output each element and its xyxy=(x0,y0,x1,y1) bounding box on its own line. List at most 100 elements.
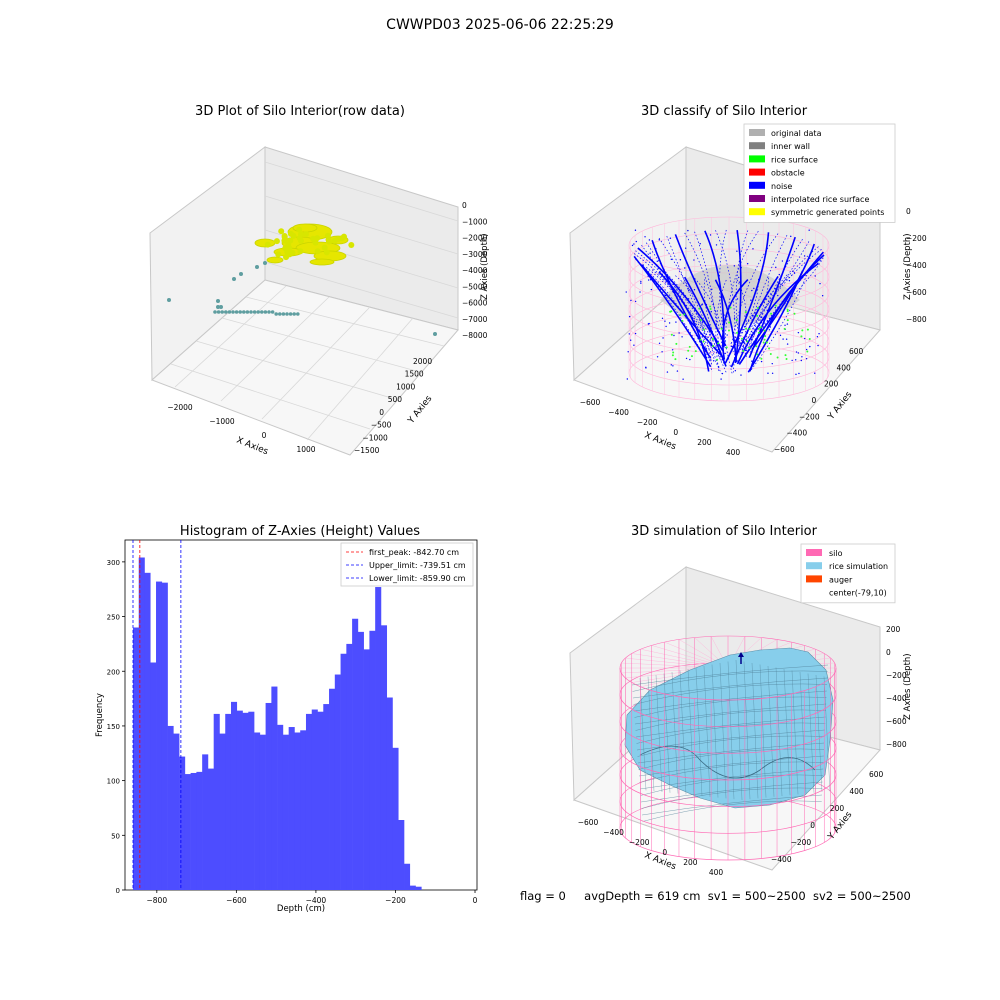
noise-point xyxy=(628,333,631,335)
noise-point xyxy=(751,314,753,317)
rice-surface-point xyxy=(763,338,766,341)
noise-point xyxy=(640,282,642,284)
noise-point xyxy=(675,321,677,323)
z-tick-label: −600 xyxy=(906,288,927,297)
z-tick-label: −6000 xyxy=(462,299,488,308)
histogram-bar xyxy=(392,747,399,890)
noise-point xyxy=(630,299,632,302)
rice-surface-point xyxy=(785,357,788,360)
legend-swatch xyxy=(749,208,765,216)
x-tick-label: 200 xyxy=(683,858,698,867)
data-point xyxy=(216,310,221,314)
z-tick-label: −400 xyxy=(906,261,927,270)
rice-surface-point xyxy=(702,340,705,343)
mesh-line xyxy=(641,787,823,809)
legend-label: original data xyxy=(771,129,822,138)
data-point xyxy=(267,310,271,314)
legend-label: symmetric generated points xyxy=(771,208,884,217)
y-tick-label: −400 xyxy=(787,429,808,438)
data-point xyxy=(245,310,250,314)
z-tick-label: −400 xyxy=(886,694,907,703)
z-tick-label: −7000 xyxy=(462,315,488,324)
noise-point xyxy=(709,359,711,361)
noise-point xyxy=(794,359,797,361)
y-tick-label: −200 xyxy=(791,838,812,847)
mesh-line xyxy=(637,735,825,757)
noise-point xyxy=(705,303,708,306)
histogram-bar xyxy=(415,886,422,890)
p2-legend: original data inner wall rice surface obsta… xyxy=(743,123,896,223)
histogram-bar xyxy=(156,581,163,890)
rice-surface-point xyxy=(709,305,712,308)
noise-point xyxy=(658,239,660,241)
x-tick-label: −800 xyxy=(147,896,168,905)
noise-point xyxy=(658,342,661,344)
rice-surface-point xyxy=(690,355,693,358)
histogram-bar xyxy=(259,734,266,890)
rice-surface-point xyxy=(801,329,804,332)
y-tick-label: −500 xyxy=(371,421,392,430)
p1-pane-floor xyxy=(151,279,459,456)
data-point xyxy=(297,248,304,255)
histogram-bar xyxy=(167,725,174,890)
data-point xyxy=(249,310,253,314)
histogram-bar xyxy=(190,772,197,890)
noise-point xyxy=(733,317,736,319)
noise-point xyxy=(786,343,789,345)
mesh-line xyxy=(791,670,799,795)
panel1-title: 3D Plot of Silo Interior(row data) xyxy=(195,104,405,119)
noise-point xyxy=(738,281,741,283)
mesh-line xyxy=(767,665,775,797)
noise-point xyxy=(785,338,788,340)
data-point xyxy=(224,310,228,314)
noise-point xyxy=(759,304,762,306)
rice-surface-point xyxy=(688,345,691,348)
x-tick-label: 400 xyxy=(709,868,724,877)
noise-point xyxy=(661,351,663,353)
noise-point xyxy=(634,332,637,335)
histogram-bar xyxy=(161,582,168,890)
rice-surface-point xyxy=(744,311,747,314)
data-point xyxy=(287,237,294,244)
data-point xyxy=(281,312,286,316)
histogram-bar xyxy=(242,712,249,890)
legend-label: center(-79,10) xyxy=(829,589,887,598)
legend-label: noise xyxy=(771,182,792,191)
data-point xyxy=(303,231,310,238)
rice-surface-point xyxy=(755,345,758,348)
histogram-bar xyxy=(282,734,289,890)
status-flag: flag = 0 xyxy=(520,889,566,903)
noise-point xyxy=(803,255,806,257)
mesh-line xyxy=(663,673,671,793)
noise-curve xyxy=(745,249,822,351)
p3-legend: first_peak: -842.70 cm Upper_limit: -739.… xyxy=(340,542,474,587)
x-tick-label: −400 xyxy=(608,408,629,417)
noise-point xyxy=(814,372,816,374)
noise-point xyxy=(750,338,753,341)
panel3-title: Histogram of Z-Axies (Height) Values xyxy=(179,524,421,539)
histogram-bar xyxy=(271,686,278,890)
rice-surface-point xyxy=(808,338,811,341)
y-tick-label: 600 xyxy=(869,770,884,779)
noise-point xyxy=(742,341,745,344)
noise-point xyxy=(631,244,634,247)
noise-point xyxy=(731,345,733,348)
histogram-bar xyxy=(288,727,295,890)
noise-point xyxy=(751,360,753,362)
p3-ylabel: Frequency xyxy=(95,693,105,737)
rice-surface-point xyxy=(783,327,786,330)
p4-auger-marker xyxy=(738,652,744,664)
data-point xyxy=(348,242,355,249)
data-point xyxy=(234,310,239,314)
noise-curve xyxy=(738,251,824,365)
data-point xyxy=(167,298,171,302)
z-tick-label: −200 xyxy=(906,234,927,243)
noise-point xyxy=(766,309,768,312)
p4-xlabel: X Axies xyxy=(643,851,678,873)
rice-surface-point xyxy=(776,356,779,359)
noise-point xyxy=(710,311,712,313)
data-point-cluster xyxy=(266,256,284,264)
noise-curve xyxy=(735,230,749,347)
rice-surface-point xyxy=(784,354,787,357)
